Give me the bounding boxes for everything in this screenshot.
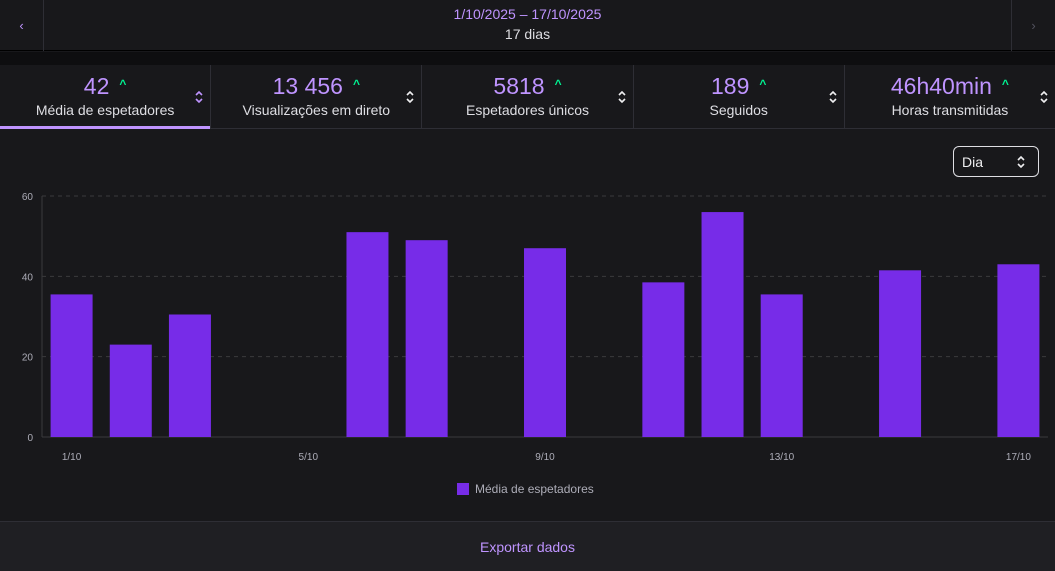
export-data-button[interactable]: Exportar dados (480, 538, 575, 555)
chevron-right-icon: › (1031, 18, 1036, 33)
date-range[interactable]: 1/10/2025 – 17/10/2025 (453, 6, 602, 22)
sort-icon[interactable] (1039, 89, 1049, 105)
metric-label: Visualizações em direto (242, 102, 391, 118)
metric-value: 189 (711, 73, 750, 99)
metric-label: Espetadores únicos (466, 102, 589, 118)
metric-value: 5818 (493, 73, 545, 99)
metric-value: 13 456 (272, 73, 343, 99)
granularity-select[interactable]: Dia (953, 146, 1039, 177)
sort-icon[interactable] (405, 89, 415, 105)
trend-up-icon: ^ (1001, 77, 1009, 91)
metric-tabs: 42 ^ Média de espetadores 13 456 ^ Visuali… (0, 65, 1055, 129)
select-arrows-icon (1017, 155, 1025, 169)
metric-label: Média de espetadores (35, 102, 175, 118)
sort-icon[interactable] (194, 89, 204, 105)
trend-up-icon: ^ (759, 77, 767, 91)
tab-average-viewers[interactable]: 42 ^ Média de espetadores (0, 65, 212, 129)
metric-value: 46h40min (890, 73, 992, 99)
next-period-button[interactable]: › (1011, 0, 1055, 51)
granularity-value: Dia (962, 154, 984, 170)
trend-up-icon: ^ (554, 77, 562, 91)
tab-live-views[interactable]: 13 456 ^ Visualizações em direto (211, 65, 423, 128)
metric-label: Horas transmitidas (891, 102, 1009, 118)
chevron-left-icon: ‹ (19, 18, 24, 33)
chart-panel (0, 130, 1055, 521)
metric-value: 42 (83, 73, 110, 99)
period-length: 17 dias (504, 26, 551, 42)
divider (0, 52, 1055, 65)
previous-period-button[interactable]: ‹ (0, 0, 44, 51)
sort-icon[interactable] (828, 89, 838, 105)
tab-unique-viewers[interactable]: 5818 ^ Espetadores únicos (422, 65, 634, 128)
sort-icon[interactable] (617, 89, 627, 105)
metric-label: Seguidos (709, 102, 768, 118)
tab-hours-streamed[interactable]: 46h40min ^ Horas transmitidas (845, 65, 1055, 128)
trend-up-icon: ^ (352, 77, 360, 91)
tab-follows[interactable]: 189 ^ Seguidos (634, 65, 845, 128)
footer-bar: Exportar dados (0, 521, 1055, 571)
date-navigator: ‹ 1/10/2025 – 17/10/2025 17 dias › (0, 0, 1055, 51)
trend-up-icon: ^ (119, 77, 127, 91)
